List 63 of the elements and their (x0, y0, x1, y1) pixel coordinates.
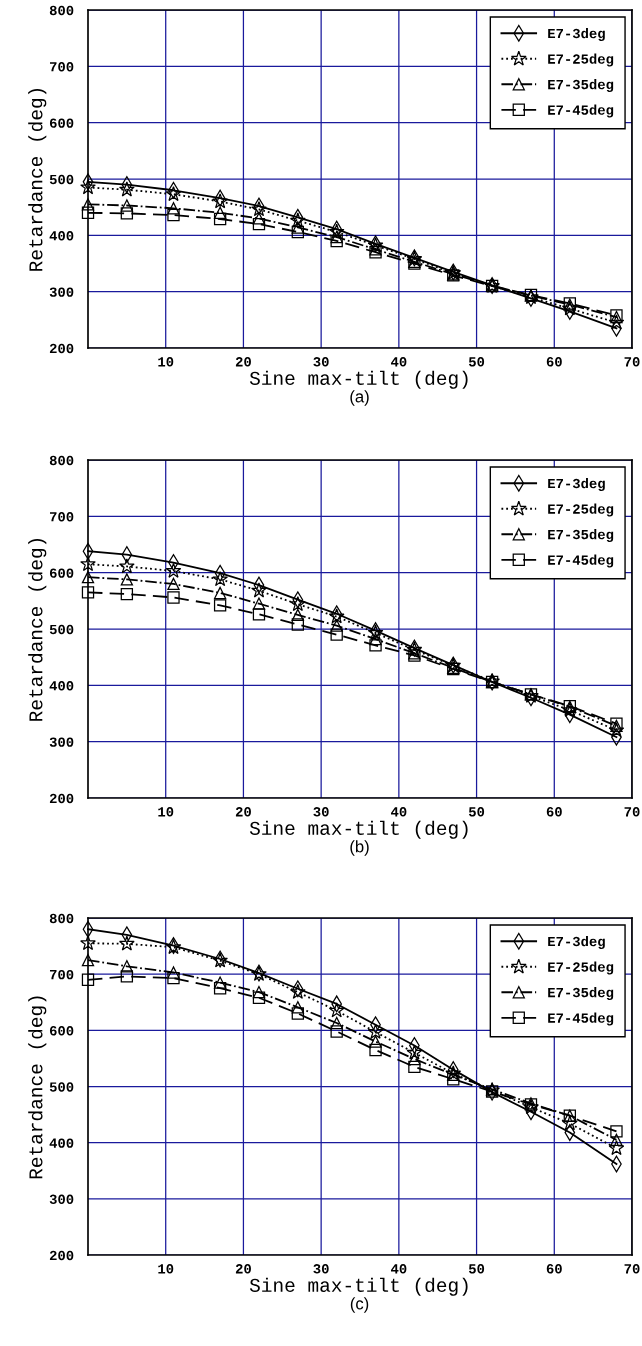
legend-label: E7-3deg (548, 936, 605, 950)
y-tick-label: 300 (49, 737, 74, 747)
y-tick-label: 400 (49, 1138, 74, 1148)
text: (b) (350, 840, 369, 856)
x-axis-title: Sine max-tilt (deg) (249, 820, 468, 839)
x-tick-label: 50 (468, 807, 485, 817)
y-tick-label: 600 (49, 118, 74, 128)
x-tick-label: 30 (313, 1264, 329, 1274)
legend-label: E7-25deg (548, 53, 614, 67)
x-tick-label: 70 (624, 357, 640, 367)
x-tick-label: 70 (624, 807, 640, 817)
y-tick-label: 300 (49, 1194, 74, 1205)
y-tick-label: 200 (49, 343, 74, 354)
legend-label: E7-25deg (548, 503, 614, 517)
x-tick-label: 10 (158, 807, 174, 817)
x-axis-title: Sine max-tilt (deg) (249, 1277, 468, 1296)
x-tick-label: 60 (546, 357, 562, 367)
y-tick-label: 600 (49, 1026, 74, 1036)
x-tick-label: 60 (546, 1264, 562, 1274)
y-tick-label: 500 (49, 1082, 74, 1092)
y-tick-label: 400 (49, 681, 74, 691)
x-tick-label: 20 (235, 1264, 251, 1274)
x-tick-label: 30 (313, 357, 329, 367)
legend-label: E7-3deg (548, 28, 605, 42)
y-axis-title: Retardance (deg) (28, 538, 47, 721)
legend-label: E7-45deg (548, 1012, 614, 1026)
x-tick-label: 60 (546, 807, 562, 817)
x-tick-label: 40 (391, 357, 407, 367)
x-tick-label: 20 (235, 357, 251, 367)
text: (a) (350, 390, 369, 406)
y-tick-label: 700 (49, 969, 74, 980)
legend-label: E7-45deg (548, 554, 614, 568)
legend-label: E7-35deg (548, 529, 614, 543)
y-tick-label: 200 (49, 1250, 74, 1261)
legend-label: E7-25deg (548, 961, 614, 975)
legend-label: E7-35deg (548, 987, 614, 1001)
y-axis-title: Retardance (deg) (28, 996, 47, 1179)
x-tick-label: 50 (468, 1264, 485, 1274)
y-tick-label: 200 (49, 793, 74, 804)
x-axis-title: Sine max-tilt (deg) (249, 370, 468, 389)
x-tick-label: 70 (624, 1264, 640, 1274)
y-tick-label: 700 (49, 62, 74, 72)
legend-label: E7-35deg (548, 79, 614, 93)
y-tick-label: 700 (49, 512, 74, 522)
legend-label: E7-3deg (548, 478, 605, 492)
y-tick-label: 800 (49, 455, 74, 466)
y-tick-label: 500 (49, 624, 74, 635)
legend-label: E7-45deg (548, 104, 614, 118)
x-tick-label: 30 (313, 807, 329, 817)
x-tick-label: 50 (468, 357, 485, 367)
x-tick-label: 40 (391, 1264, 407, 1274)
x-tick-label: 20 (235, 807, 251, 817)
y-axis-title: Retardance (deg) (28, 88, 47, 271)
y-tick-label: 600 (49, 568, 74, 578)
text: (c) (350, 1297, 369, 1313)
x-tick-label: 10 (158, 357, 174, 367)
y-tick-label: 400 (49, 231, 74, 241)
x-tick-label: 10 (158, 1264, 174, 1274)
y-tick-label: 800 (49, 913, 74, 924)
y-tick-label: 500 (49, 174, 74, 185)
x-tick-label: 40 (391, 807, 407, 817)
y-tick-label: 300 (49, 287, 74, 297)
y-tick-label: 800 (49, 5, 74, 16)
